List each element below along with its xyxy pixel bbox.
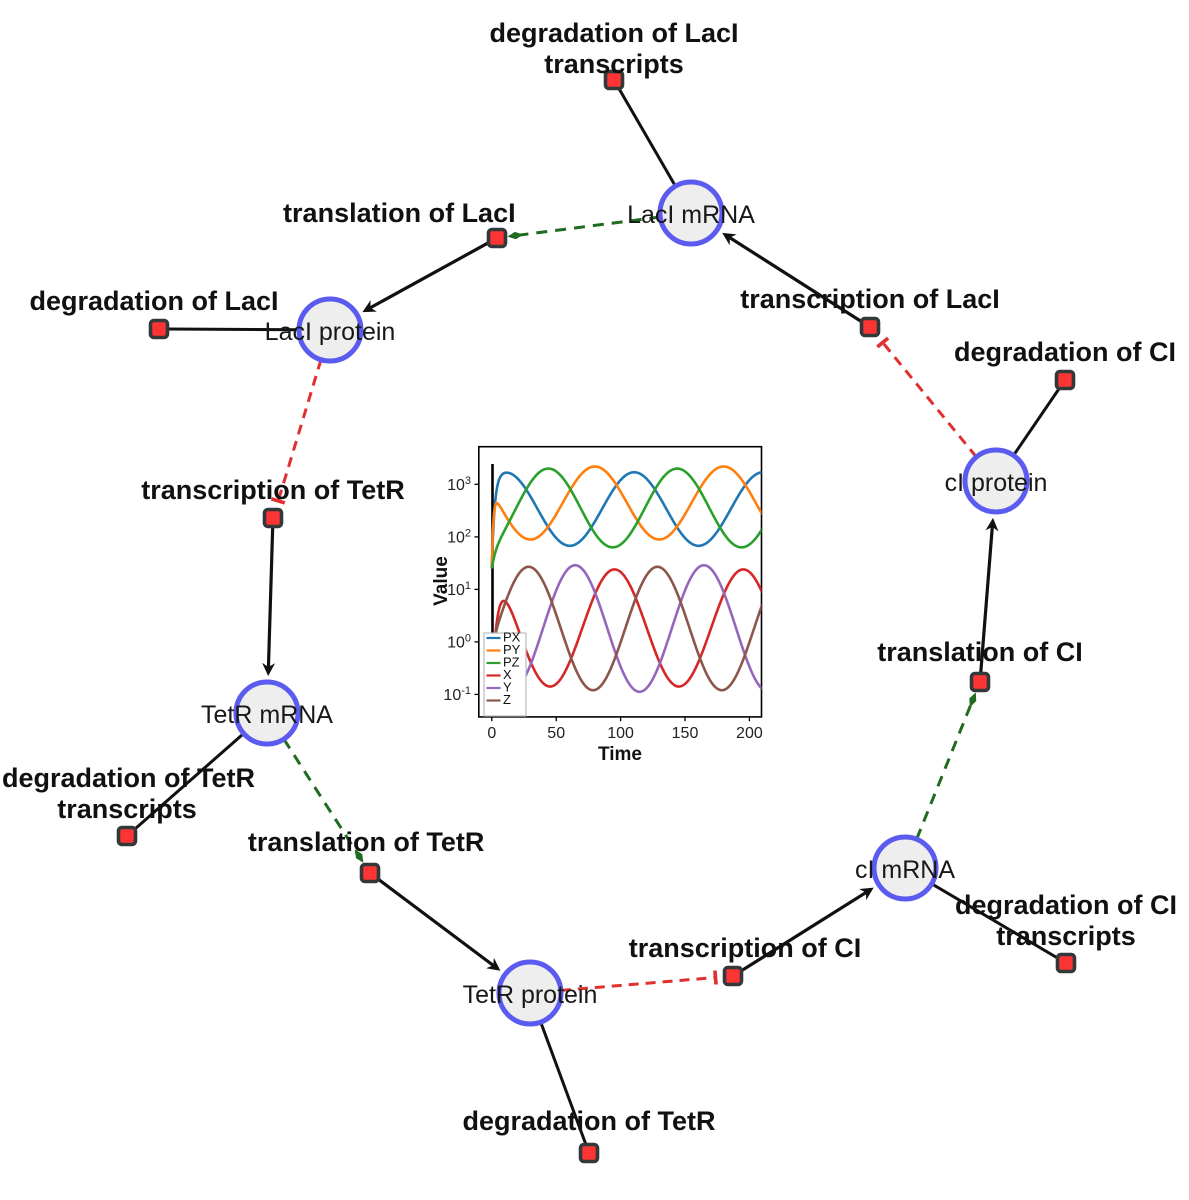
svg-text:103: 103 (447, 475, 471, 494)
svg-text:100: 100 (447, 633, 471, 652)
svg-text:100: 100 (607, 725, 634, 742)
svg-text:Z: Z (503, 692, 511, 707)
svg-text:10-1: 10-1 (443, 685, 471, 704)
svg-text:Value: Value (431, 556, 452, 606)
svg-text:200: 200 (736, 725, 763, 742)
svg-text:Time: Time (598, 744, 642, 765)
svg-text:150: 150 (672, 725, 699, 742)
svg-text:102: 102 (447, 528, 471, 547)
svg-text:0: 0 (487, 725, 496, 742)
svg-text:50: 50 (547, 725, 565, 742)
